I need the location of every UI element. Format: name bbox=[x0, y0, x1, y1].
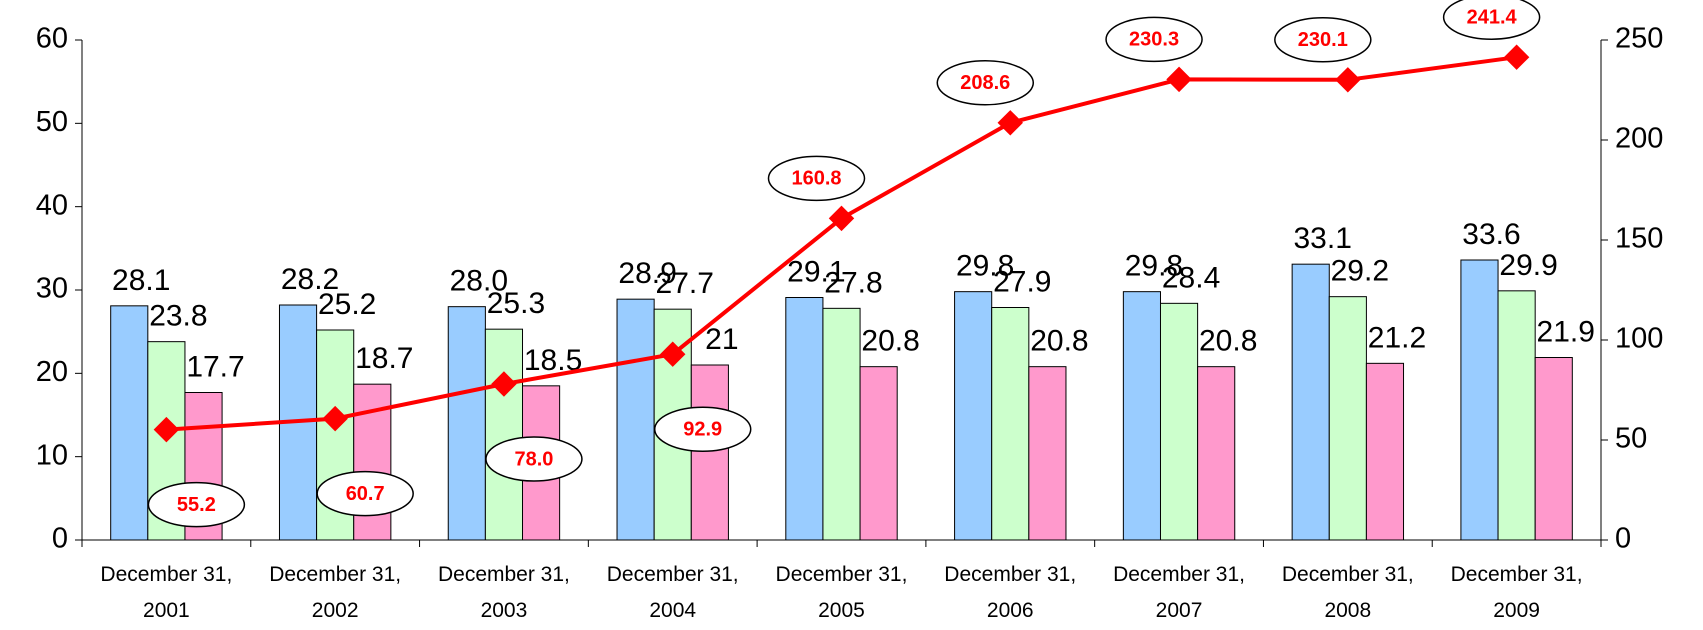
line-marker bbox=[828, 205, 855, 232]
y2-tick-label: 150 bbox=[1615, 223, 1663, 255]
bar-value-label: 21.9 bbox=[1537, 315, 1595, 348]
line-value-label: 55.2 bbox=[177, 494, 216, 516]
bar bbox=[991, 307, 1030, 541]
line-marker bbox=[1335, 67, 1361, 93]
bar bbox=[1497, 290, 1536, 541]
bar-value-label: 27.8 bbox=[824, 266, 882, 299]
bar-value-label: 25.2 bbox=[318, 288, 376, 321]
bar-value-label: 28.9 bbox=[618, 257, 676, 290]
line-value-label: 160.8 bbox=[791, 168, 841, 190]
bar-value-label: 28.2 bbox=[281, 263, 339, 296]
y2-tick-label: 250 bbox=[1615, 23, 1663, 55]
bar bbox=[1365, 362, 1405, 541]
label-bubble bbox=[767, 155, 866, 202]
y-tick-label: 10 bbox=[36, 439, 68, 471]
line-value-label: 78.0 bbox=[514, 448, 553, 470]
bar-value-label: 28.4 bbox=[1162, 261, 1220, 294]
bar bbox=[1328, 296, 1367, 541]
y2-tick-label: 50 bbox=[1615, 423, 1647, 455]
bar-value-label: 20.8 bbox=[1030, 325, 1088, 358]
x-tick-label: December 31, 2004 bbox=[606, 563, 739, 622]
label-bubble bbox=[316, 470, 414, 517]
line-value-label: 208.6 bbox=[960, 72, 1010, 94]
bar-value-label: 28.0 bbox=[450, 265, 508, 298]
line-marker bbox=[322, 405, 348, 432]
line-marker bbox=[1166, 66, 1192, 93]
x-tick-label: December 31, 2002 bbox=[269, 563, 402, 622]
y-tick-label: 40 bbox=[36, 189, 68, 221]
bar-value-label: 17.7 bbox=[186, 350, 244, 383]
bar bbox=[1028, 366, 1067, 541]
bar bbox=[616, 298, 655, 541]
bar-value-label: 29.8 bbox=[956, 250, 1014, 283]
line-marker bbox=[1503, 44, 1530, 70]
bar-value-label: 20.8 bbox=[861, 325, 919, 358]
label-bubble bbox=[936, 60, 1035, 106]
y-tick-label: 50 bbox=[36, 106, 68, 138]
line-value-label: 230.3 bbox=[1129, 29, 1179, 51]
bar-value-label: 21 bbox=[705, 323, 738, 356]
y-tick-label: 30 bbox=[36, 273, 68, 305]
bar bbox=[822, 307, 861, 541]
bar bbox=[484, 328, 524, 541]
bar-value-label: 18.7 bbox=[355, 342, 413, 375]
bar-value-label: 23.8 bbox=[149, 300, 207, 333]
bar bbox=[954, 291, 993, 541]
bar bbox=[859, 366, 898, 541]
bar-value-label: 27.7 bbox=[656, 267, 714, 300]
bar bbox=[1534, 357, 1573, 541]
y2-tick-label: 100 bbox=[1615, 323, 1663, 355]
bar-value-label: 33.1 bbox=[1294, 222, 1352, 255]
bar bbox=[1291, 263, 1330, 541]
label-bubble bbox=[1105, 16, 1203, 63]
x-tick-label: December 31, 2005 bbox=[775, 563, 908, 622]
bar-value-label: 33.6 bbox=[1462, 218, 1520, 251]
x-tick-label: December 31, 2007 bbox=[1113, 563, 1245, 622]
bar-value-label: 29.9 bbox=[1499, 249, 1557, 282]
bar bbox=[1460, 259, 1499, 541]
label-bubble bbox=[1442, 0, 1541, 40]
line-value-label: 230.1 bbox=[1298, 29, 1348, 51]
label-bubble bbox=[653, 406, 752, 452]
bar-value-label: 25.3 bbox=[487, 287, 545, 320]
bar-value-label: 21.2 bbox=[1368, 321, 1426, 354]
line-marker bbox=[491, 371, 517, 397]
y-tick-label: 60 bbox=[36, 23, 68, 55]
y-tick-label: 20 bbox=[36, 356, 68, 388]
bar-value-label: 29.2 bbox=[1331, 255, 1389, 288]
y2-tick-label: 0 bbox=[1615, 523, 1631, 555]
line-marker bbox=[659, 341, 686, 367]
label-bubble bbox=[147, 481, 246, 528]
bar bbox=[785, 297, 824, 541]
bar bbox=[690, 364, 729, 541]
bar-value-label: 27.9 bbox=[993, 265, 1051, 298]
bar bbox=[1159, 302, 1199, 541]
line-value-label: 92.9 bbox=[683, 418, 722, 440]
line-marker bbox=[997, 110, 1024, 136]
bar bbox=[447, 306, 486, 541]
bar bbox=[1197, 366, 1236, 541]
bar bbox=[1122, 291, 1161, 541]
bar-value-label: 20.8 bbox=[1199, 325, 1257, 358]
x-tick-label: December 31, 2008 bbox=[1281, 563, 1414, 622]
label-bubble bbox=[1274, 17, 1372, 63]
bar-value-label: 29.8 bbox=[1125, 250, 1183, 283]
line-value-label: 60.7 bbox=[346, 483, 385, 505]
bar-value-label: 28.1 bbox=[112, 264, 170, 297]
bar-value-label: 29.1 bbox=[787, 255, 845, 288]
label-bubble bbox=[485, 436, 583, 482]
line-marker bbox=[153, 416, 180, 443]
x-tick-label: December 31, 2009 bbox=[1450, 563, 1583, 622]
y2-tick-label: 200 bbox=[1615, 123, 1663, 155]
x-tick-label: December 31, 2001 bbox=[100, 563, 233, 622]
x-tick-label: December 31, 2006 bbox=[944, 563, 1077, 622]
x-tick-label: December 31, 2003 bbox=[437, 563, 570, 622]
bar bbox=[110, 305, 149, 541]
y-tick-label: 0 bbox=[52, 523, 68, 555]
line-value-label: 241.4 bbox=[1467, 6, 1518, 28]
